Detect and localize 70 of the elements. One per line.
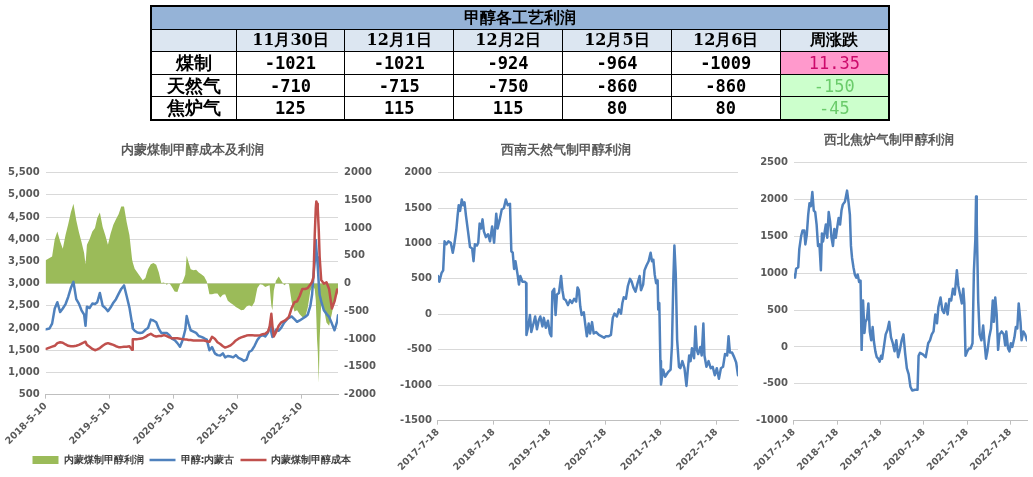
y-tick-label: -1500: [400, 414, 433, 426]
y-tick-label: -1000: [400, 378, 433, 390]
y2-tick-label: -1000: [344, 332, 377, 344]
y2-tick-label: -1500: [344, 360, 377, 372]
chart-title: 西北焦炉气制甲醇利润: [822, 132, 954, 148]
y-tick-label: -500: [406, 343, 433, 355]
x-tick-label: 周涨跌: [780, 29, 889, 52]
data-label: -750: [453, 74, 563, 97]
y-tick-label: 2,500: [7, 299, 40, 311]
data-label: -1021: [344, 51, 454, 75]
y-tick-label: 1,500: [7, 343, 40, 355]
y-tick-label: 1000: [760, 266, 789, 278]
y2-tick-label: 1500: [344, 193, 372, 205]
y2-tick-label: 1000: [344, 221, 372, 233]
data-label: -45: [780, 96, 889, 120]
data-label: -710: [236, 74, 345, 97]
data-label: 80: [562, 96, 672, 120]
y-tick-label: 500: [18, 388, 40, 400]
data-label: -860: [671, 74, 781, 97]
chart-title: 内蒙煤制甲醇成本及利润: [120, 142, 264, 158]
y-tick-label: 500: [767, 303, 789, 315]
y-tick-label: 2000: [404, 166, 433, 178]
chart-title: 西南天然气制甲醇利润: [500, 142, 631, 158]
y-tick-label: 焦炉气: [151, 96, 236, 120]
y-tick-label: 1500: [760, 229, 789, 241]
data-label: -1009: [671, 51, 781, 75]
data-label: 115: [453, 96, 563, 120]
data-label: -964: [562, 51, 672, 75]
x-tick-label: 12月2日: [453, 29, 563, 52]
y-tick-label: 4,000: [7, 232, 40, 244]
x-tick-label: 12月6日: [671, 29, 781, 52]
y2-tick-label: 500: [344, 249, 365, 261]
y-tick-label: 3,000: [7, 277, 40, 289]
y-tick-label: 0: [425, 307, 433, 319]
y-tick-label: 5,000: [7, 188, 40, 200]
y-tick-label: 4,500: [7, 210, 40, 222]
y-tick-label: 500: [411, 272, 433, 284]
x-tick-label: 12月5日: [562, 29, 672, 52]
y-tick-label: 0: [781, 340, 789, 352]
y2-tick-label: -500: [344, 304, 370, 316]
y-tick-label: -1000: [756, 414, 789, 426]
data-label: 125: [236, 96, 345, 120]
y-tick-label: 5,500: [7, 166, 40, 178]
data-label: 115: [344, 96, 454, 120]
y-tick-label: 天然气: [151, 74, 236, 97]
legend-label: 内蒙煤制甲醇利润: [63, 453, 144, 465]
data-label: -715: [344, 74, 454, 97]
y-tick-label: -500: [762, 377, 789, 389]
y2-tick-label: -2000: [344, 388, 377, 400]
y-tick-label: 1,000: [7, 366, 40, 378]
y2-tick-label: 2000: [344, 166, 372, 178]
y2-tick-label: 0: [344, 277, 352, 289]
chart-title: 甲醇各工艺利润: [151, 6, 889, 30]
data-label: -1021: [236, 51, 345, 75]
y-tick-label: 2000: [760, 193, 789, 205]
y-tick-label: 1000: [404, 237, 433, 249]
data-label: -150: [780, 74, 889, 97]
data-label: 11.35: [780, 51, 889, 75]
y-tick-label: 1500: [404, 201, 433, 213]
legend-label: 内蒙煤制甲醇成本: [271, 453, 353, 465]
x-tick-label: 12月1日: [344, 29, 454, 52]
legend-label: 甲醇:内蒙古: [180, 453, 235, 465]
data-label: 80: [671, 96, 781, 120]
data-label: -860: [562, 74, 672, 97]
y-tick-label: 煤制: [151, 51, 236, 75]
data-label: -924: [453, 51, 563, 75]
x-tick-label: 11月30日: [236, 29, 345, 52]
y-tick-label: 2,000: [7, 321, 40, 333]
y-tick-label: 3,500: [7, 255, 40, 267]
y-tick-label: 2500: [760, 156, 789, 168]
